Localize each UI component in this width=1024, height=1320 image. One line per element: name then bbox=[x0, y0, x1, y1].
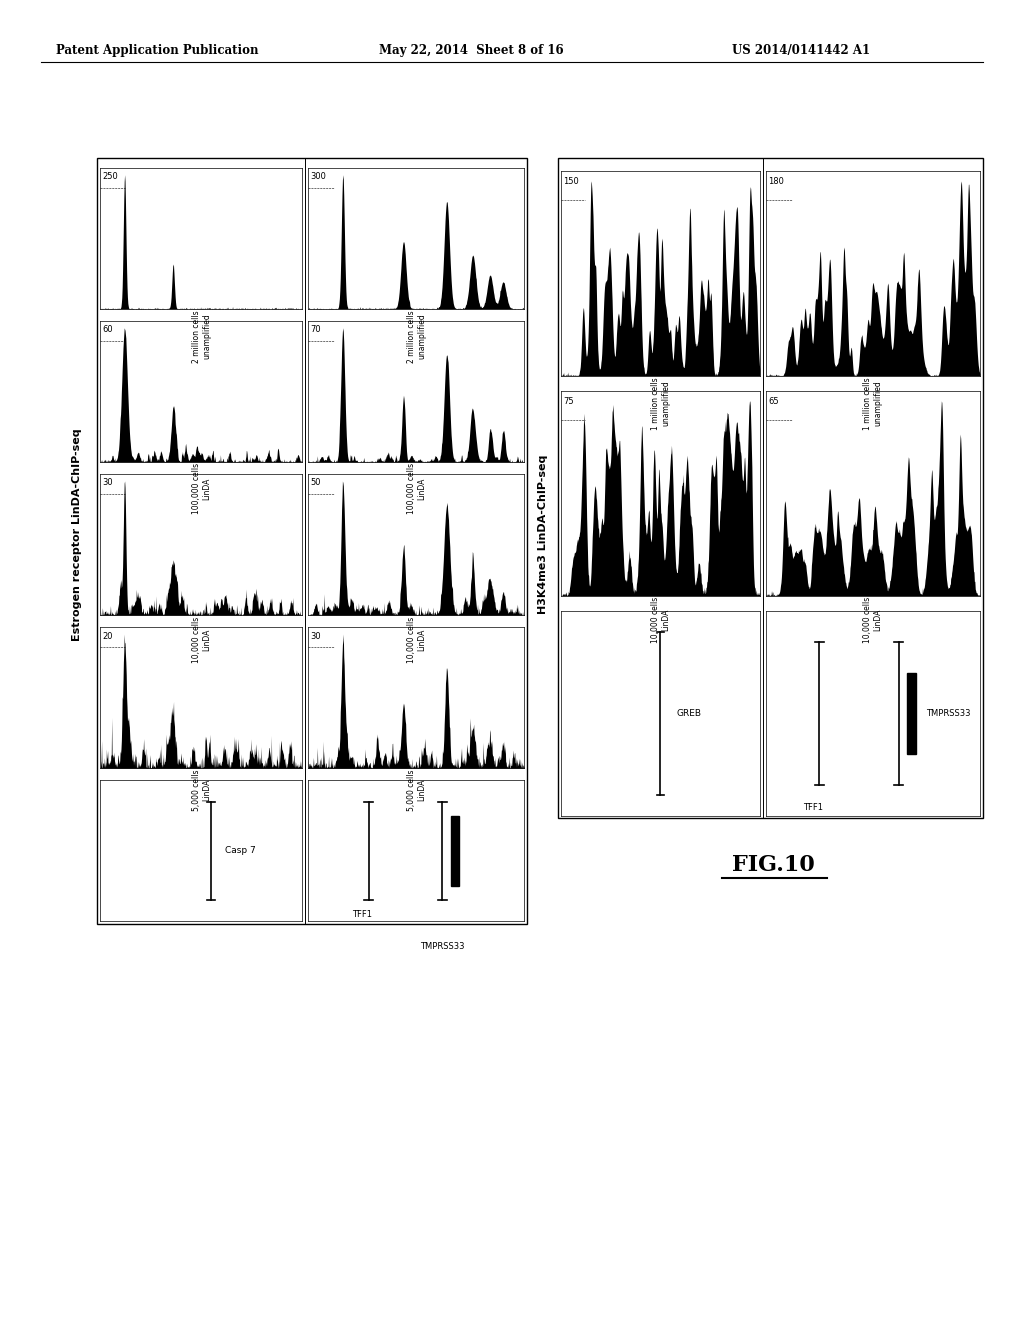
Text: 100,000 cells
LinDA: 100,000 cells LinDA bbox=[407, 463, 426, 515]
Text: Patent Application Publication: Patent Application Publication bbox=[56, 44, 259, 57]
Text: GREB: GREB bbox=[677, 709, 701, 718]
Text: 10,000 cells
LinDA: 10,000 cells LinDA bbox=[407, 616, 426, 663]
Text: 5,000 cells
LinDA: 5,000 cells LinDA bbox=[191, 770, 211, 810]
Text: May 22, 2014  Sheet 8 of 16: May 22, 2014 Sheet 8 of 16 bbox=[379, 44, 563, 57]
Bar bbox=[451, 816, 460, 886]
Text: 100,000 cells
LinDA: 100,000 cells LinDA bbox=[191, 463, 211, 515]
Text: 10,000 cells
LinDA: 10,000 cells LinDA bbox=[651, 597, 670, 643]
Text: 30: 30 bbox=[102, 478, 113, 487]
Bar bbox=[907, 672, 915, 755]
Text: H3K4me3 LinDA-ChIP-seq: H3K4me3 LinDA-ChIP-seq bbox=[538, 455, 548, 614]
Text: TFF1: TFF1 bbox=[803, 803, 823, 812]
Text: 2 million cells
unamplified: 2 million cells unamplified bbox=[191, 310, 211, 363]
Text: 75: 75 bbox=[563, 397, 573, 407]
Text: TFF1: TFF1 bbox=[352, 909, 373, 919]
Text: 5,000 cells
LinDA: 5,000 cells LinDA bbox=[407, 770, 426, 810]
Text: 10,000 cells
LinDA: 10,000 cells LinDA bbox=[863, 597, 883, 643]
Text: 30: 30 bbox=[310, 631, 321, 640]
Text: 250: 250 bbox=[102, 172, 118, 181]
Text: 60: 60 bbox=[102, 325, 113, 334]
Text: 180: 180 bbox=[768, 177, 784, 186]
Text: 70: 70 bbox=[310, 325, 321, 334]
Text: 150: 150 bbox=[563, 177, 579, 186]
Text: TMPRSS33: TMPRSS33 bbox=[420, 942, 465, 952]
Text: 300: 300 bbox=[310, 172, 327, 181]
Text: 10,000 cells
LinDA: 10,000 cells LinDA bbox=[191, 616, 211, 663]
Text: Estrogen receptor LinDA-ChIP-seq: Estrogen receptor LinDA-ChIP-seq bbox=[72, 428, 82, 642]
Text: 1 million cells
unamplified: 1 million cells unamplified bbox=[863, 378, 883, 430]
Text: Casp 7: Casp 7 bbox=[225, 846, 256, 855]
Text: US 2014/0141442 A1: US 2014/0141442 A1 bbox=[732, 44, 870, 57]
Text: 20: 20 bbox=[102, 631, 113, 640]
Text: 2 million cells
unamplified: 2 million cells unamplified bbox=[407, 310, 426, 363]
Text: 50: 50 bbox=[310, 478, 321, 487]
Text: FIG.10: FIG.10 bbox=[732, 854, 814, 875]
Text: 1 million cells
unamplified: 1 million cells unamplified bbox=[651, 378, 670, 430]
Text: TMPRSS33: TMPRSS33 bbox=[927, 709, 971, 718]
Text: 65: 65 bbox=[768, 397, 778, 407]
